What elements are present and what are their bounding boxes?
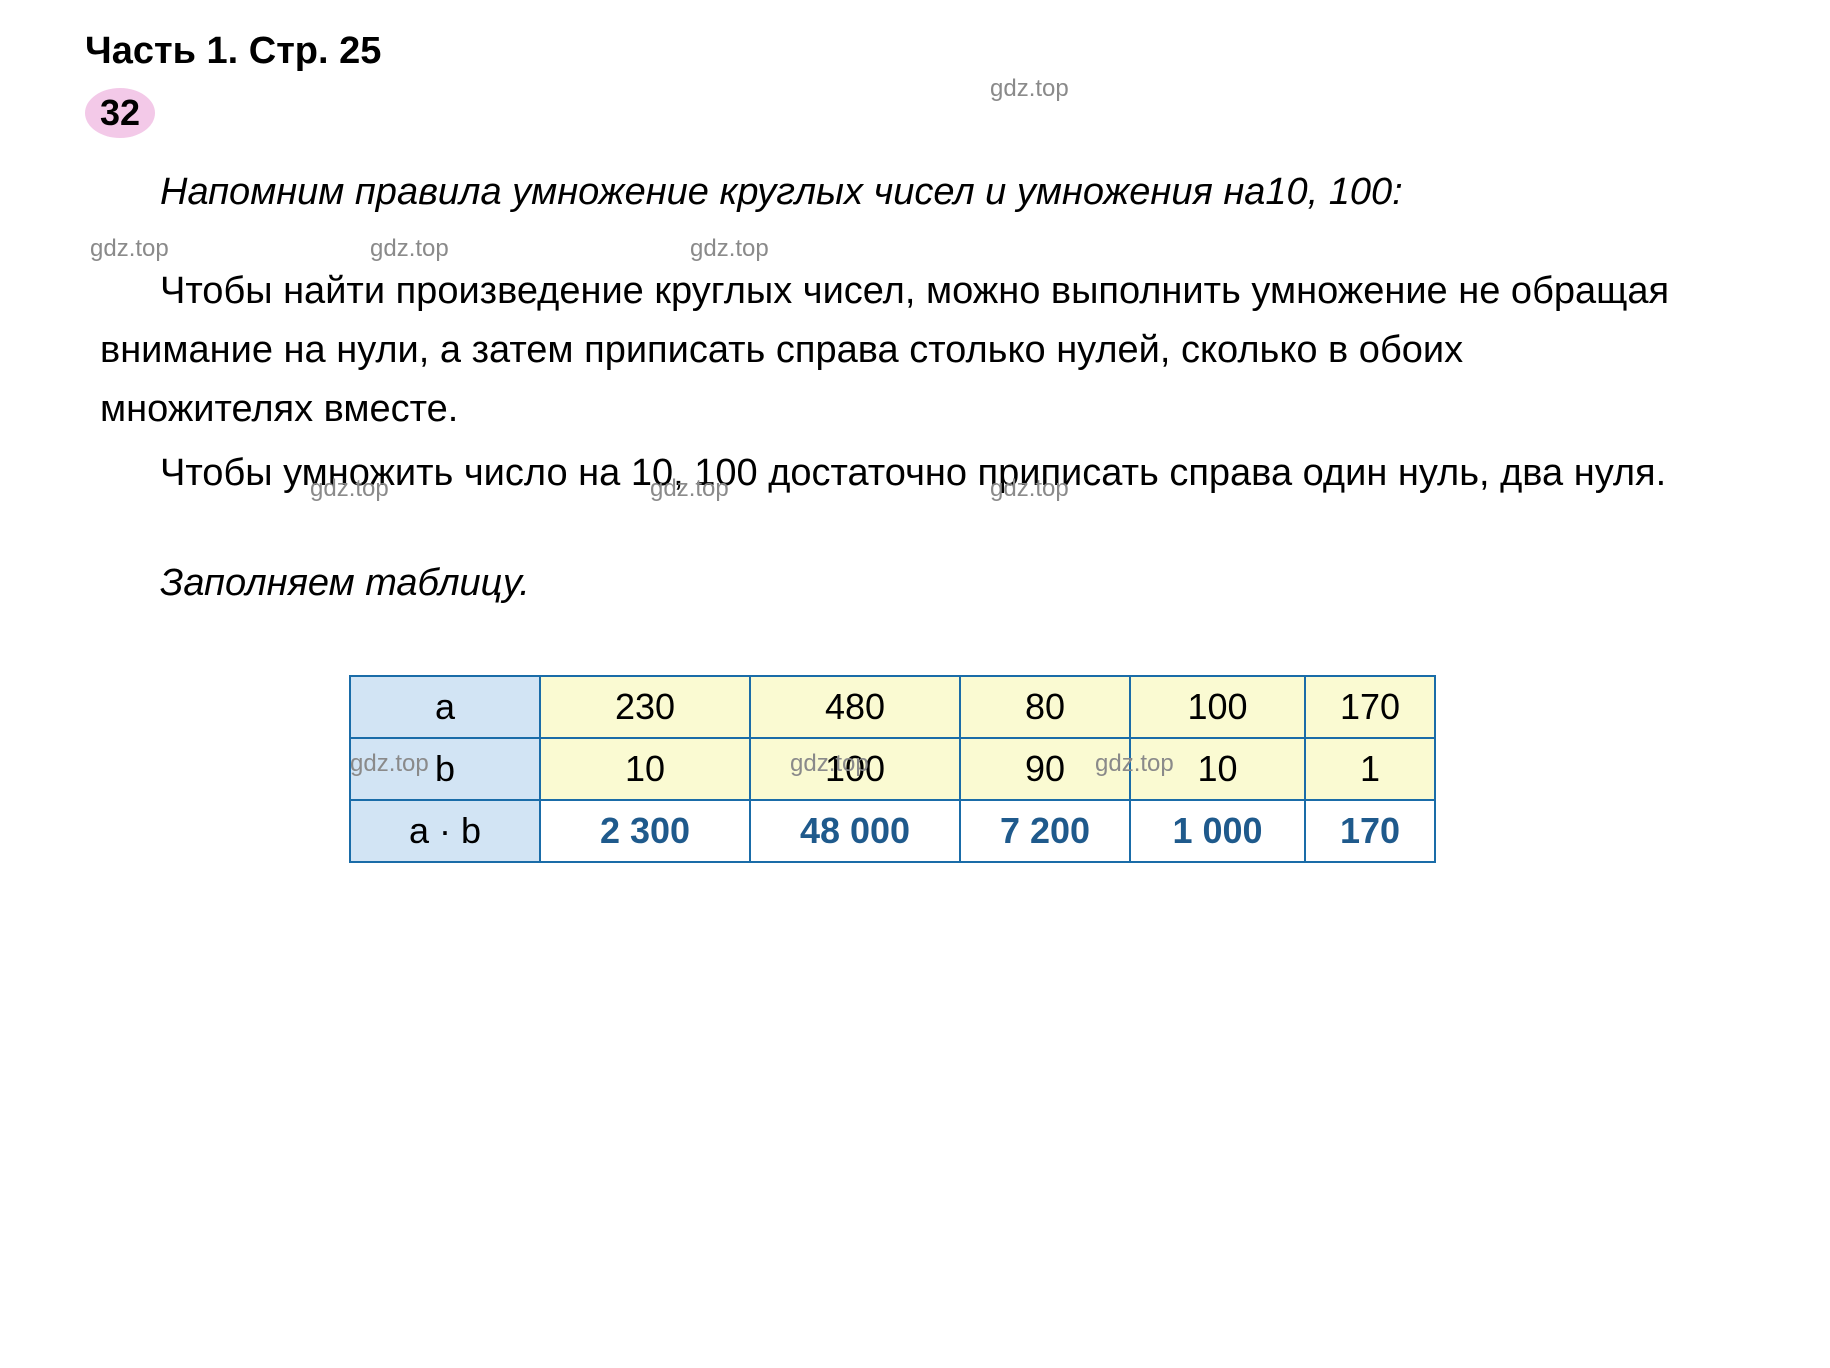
row-label-ab: a · b xyxy=(350,800,540,862)
problem-number: 32 xyxy=(85,88,155,138)
row-label-a: a xyxy=(350,676,540,738)
watermark: gdz.top xyxy=(350,750,429,778)
cell-ab-1: 48 000 xyxy=(750,800,960,862)
cell-a-2: 80 xyxy=(960,676,1130,738)
cell-b-4: 1 xyxy=(1305,738,1435,800)
cell-ab-4: 170 xyxy=(1305,800,1435,862)
watermark: gdz.top xyxy=(90,235,169,263)
table-container: a 230 480 80 100 170 b 10 100 90 10 1 a … xyxy=(100,675,1685,863)
intro-paragraph: Напомним правила умножение круглых чисел… xyxy=(100,163,1685,222)
watermark: gdz.top xyxy=(990,475,1069,503)
cell-ab-3: 1 000 xyxy=(1130,800,1305,862)
cell-a-3: 100 xyxy=(1130,676,1305,738)
watermark: gdz.top xyxy=(310,475,389,503)
watermark: gdz.top xyxy=(370,235,449,263)
cell-a-1: 480 xyxy=(750,676,960,738)
watermark: gdz.top xyxy=(990,75,1069,103)
body-paragraph-1: Чтобы найти произведение круглых чисел, … xyxy=(100,262,1685,439)
cell-b-0: 10 xyxy=(540,738,750,800)
cell-a-0: 230 xyxy=(540,676,750,738)
watermark: gdz.top xyxy=(1095,750,1174,778)
multiplication-table: a 230 480 80 100 170 b 10 100 90 10 1 a … xyxy=(349,675,1436,863)
cell-ab-0: 2 300 xyxy=(540,800,750,862)
cell-ab-2: 7 200 xyxy=(960,800,1130,862)
table-row: a 230 480 80 100 170 xyxy=(350,676,1435,738)
watermark: gdz.top xyxy=(690,235,769,263)
action-paragraph: Заполняем таблицу. xyxy=(100,562,1685,605)
table-row: a · b 2 300 48 000 7 200 1 000 170 xyxy=(350,800,1435,862)
content-area: Напомним правила умножение круглых чисел… xyxy=(85,163,1745,863)
cell-a-4: 170 xyxy=(1305,676,1435,738)
watermark: gdz.top xyxy=(790,750,869,778)
table-row: b 10 100 90 10 1 xyxy=(350,738,1435,800)
page-header: Часть 1. Стр. 25 xyxy=(85,30,1745,73)
watermark: gdz.top xyxy=(650,475,729,503)
